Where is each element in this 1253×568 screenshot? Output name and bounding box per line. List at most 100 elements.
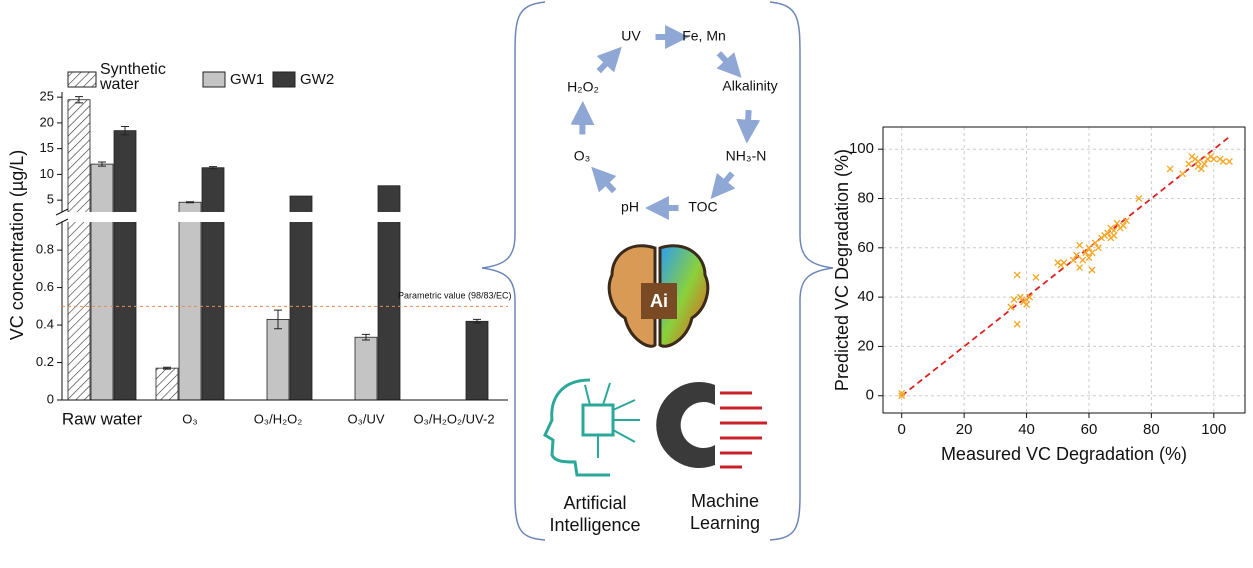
point (1210, 155, 1218, 163)
cycle-arrow (591, 166, 617, 194)
left-brace (481, 1, 546, 541)
y-tick-label: 40 (857, 288, 874, 305)
point (1110, 227, 1118, 235)
x-tick-label: O₃/H₂O₂/UV-2 (413, 411, 494, 426)
bar (201, 167, 225, 401)
x-tick-label: Raw water (62, 409, 143, 428)
x-tick-label: 40 (1018, 421, 1035, 438)
point (1085, 244, 1093, 252)
legend-label: Synthetic water (100, 61, 166, 93)
point (1113, 219, 1121, 227)
y-tick-label: 20 (40, 114, 54, 129)
bar (465, 320, 489, 401)
x-tick-label: O₃ (182, 411, 197, 426)
point (1013, 271, 1021, 279)
point (1219, 158, 1227, 165)
bar (67, 99, 91, 401)
axis-break (54, 212, 510, 222)
bar (266, 319, 290, 401)
ai-box (641, 283, 677, 319)
point (1076, 241, 1084, 249)
ml-caption: Machine Learning (689, 491, 761, 533)
point (1104, 229, 1112, 237)
error-bar (473, 318, 481, 324)
bar (155, 367, 179, 401)
error-bar (121, 126, 129, 136)
chip-icon (581, 403, 615, 437)
point (1073, 251, 1080, 259)
y-tick-label: 0 (47, 391, 54, 406)
cycle-arrow (736, 109, 761, 144)
point (1091, 239, 1099, 247)
bar (90, 163, 114, 401)
x-tick-label: 80 (1143, 421, 1160, 438)
point (1179, 170, 1187, 178)
x-tick-label: 20 (956, 421, 973, 438)
error-bar (274, 309, 282, 330)
point (1135, 195, 1143, 202)
point (1060, 259, 1068, 267)
gear-icon (656, 382, 715, 468)
x-tick-label: 100 (1201, 421, 1226, 438)
point (1122, 217, 1130, 225)
error-bar (163, 366, 171, 370)
point (1013, 320, 1021, 328)
point (1076, 264, 1084, 271)
y-tick-label: 0.2 (36, 354, 54, 369)
y-tick-label: 15 (40, 140, 54, 155)
brain-right (658, 244, 710, 348)
cycle-node: TOC (688, 199, 717, 215)
x-tick-label: O₃/UV (347, 411, 384, 426)
x-axis-label: Measured VC Degradation (%) (941, 444, 1187, 464)
point (898, 392, 906, 400)
point (1085, 254, 1093, 262)
point (1194, 158, 1202, 165)
error-bar (362, 333, 370, 341)
cycle-node: pH (621, 199, 639, 215)
break-mark (55, 208, 69, 226)
point (1023, 301, 1031, 308)
y-tick-label: 80 (857, 189, 874, 206)
brain-left (607, 244, 657, 348)
point (1069, 256, 1077, 264)
y-tick-label: 0.6 (36, 279, 54, 294)
x-tick-label: O₃/H₂O₂ (254, 411, 303, 426)
point (1088, 249, 1096, 257)
y-axis-label: Predicted VC Degradation (%) (832, 149, 852, 391)
legend-swatch (202, 71, 226, 88)
point (1110, 232, 1118, 239)
error-bar (209, 166, 217, 170)
error-bar (75, 96, 83, 104)
point (1166, 165, 1174, 173)
point (1079, 256, 1087, 264)
cycle-node: O₃ (574, 148, 591, 164)
bar (178, 201, 202, 401)
cycle-node: Fe, Mn (682, 28, 726, 44)
error-bar (186, 201, 194, 204)
ai-caption: Artificial Intelligence (549, 493, 641, 535)
cycle-node: UV (621, 28, 641, 44)
bar (289, 195, 313, 401)
point (898, 389, 906, 397)
plot-frame (882, 126, 1246, 414)
legend-swatch (67, 71, 97, 88)
point (1088, 266, 1096, 274)
right-brace (769, 1, 834, 541)
reference-label: Parametric value (98/83/EC) (398, 291, 512, 301)
point (1032, 273, 1040, 281)
x-tick-label: 0 (898, 421, 906, 438)
y-tick-label: 0 (866, 387, 874, 404)
point (1200, 160, 1208, 168)
cycle-arrow (710, 171, 736, 200)
point (1197, 165, 1205, 173)
legend-label: GW1 (230, 71, 264, 88)
x-tick-label: 60 (1081, 421, 1098, 438)
circuit-lines (584, 382, 640, 458)
point (1016, 293, 1024, 301)
point (1185, 160, 1193, 168)
point (1010, 296, 1018, 304)
y-axis-label: VC concentration (µg/L) (7, 150, 27, 340)
legend-swatch (272, 71, 296, 88)
y-tick-label: 20 (857, 337, 874, 354)
